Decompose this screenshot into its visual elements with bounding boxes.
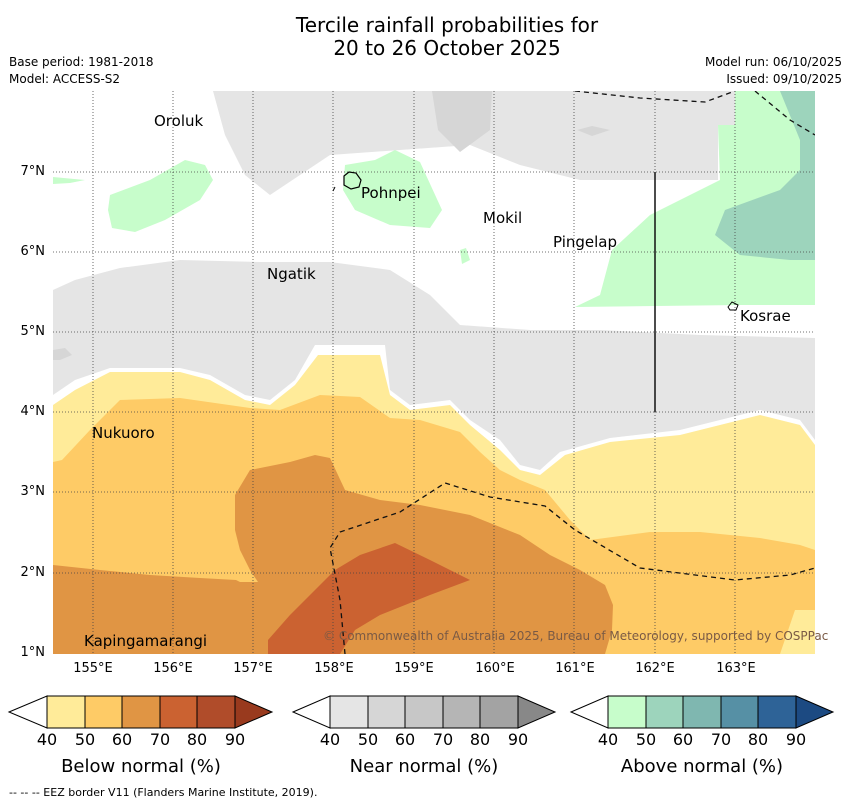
lat-tick-5n: 5°N [20,324,46,339]
model-info: Base period: 1981-2018 Model: ACCESS-S2 [9,54,154,88]
near-tick-40: 40 [319,730,341,749]
above-swatch-5 [757,695,797,729]
place-pingelap: Pingelap [553,233,618,251]
near-swatch-5 [479,695,519,729]
below-normal-60 [53,455,613,654]
colorbar-below [7,695,274,729]
lon-tick-158e: 158°E [314,661,354,676]
near-extend-high [517,695,557,729]
lat-tick-1n: 1°N [20,645,46,660]
below-swatch-5 [196,695,236,729]
below-tick-70: 70 [149,730,171,749]
near-normal-central-notch [53,348,72,360]
near-normal-north-darker [432,91,492,152]
near-swatch-1 [329,695,369,729]
near-tick-70: 70 [432,730,454,749]
near-tick-60: 60 [394,730,416,749]
above-tick-60: 60 [672,730,694,749]
lat-tick-6n: 6°N [20,244,46,259]
colorbar-near [291,695,557,729]
near-normal-north [213,91,735,195]
place-kosrae: Kosrae [740,307,791,325]
lon-tick-156e: 156°E [153,661,193,676]
lon-tick-157e: 157°E [233,661,273,676]
near-tick-90: 90 [507,730,529,749]
below-swatch-1 [46,695,86,729]
probability-map [53,91,815,654]
below-normal-70 [268,543,470,654]
place-pohnpei: Pohnpei [361,184,421,202]
lon-tick-159e: 159°E [394,661,434,676]
above-normal-east-darker [715,91,815,260]
above-swatch-2 [645,695,684,729]
model-run: Model run: 06/10/2025 [704,55,842,69]
run-info: Model run: 06/10/2025 Issued: 09/10/2025 [705,54,842,88]
above-swatch-4 [720,695,759,729]
issued-date: Issued: 09/10/2025 [726,72,842,86]
eez-border [329,91,815,654]
near-swatch-4 [442,695,481,729]
lat-tick-2n: 2°N [20,565,46,580]
kosrae-island [727,301,739,311]
below-tick-40: 40 [36,730,58,749]
above-normal-label: Above normal (%) [620,756,784,777]
above-tick-90: 90 [785,730,807,749]
lon-tick-161e: 161°E [555,661,595,676]
lat-tick-4n: 4°N [20,404,46,419]
copyright-credit: © Commonwealth of Australia 2025, Bureau… [323,629,829,643]
map-title: Tercile rainfall probabilities for 20 to… [0,14,850,60]
eez-footnote: -- -- -- EEZ border V11 (Flanders Marine… [9,786,318,799]
below-extend-high [234,695,274,729]
pohnpei-tick [332,186,336,192]
lon-tick-162e: 162°E [635,661,675,676]
title-line-1: Tercile rainfall probabilities for [295,13,599,37]
below-tick-90: 90 [224,730,246,749]
below-extend-low [7,695,48,729]
lon-tick-163e: 163°E [716,661,756,676]
below-swatch-4 [159,695,198,729]
above-tick-40: 40 [597,730,619,749]
below-tick-80: 80 [186,730,208,749]
above-normal-edge [53,177,85,184]
near-normal-north-darker-2 [577,126,610,136]
pohnpei-island [343,171,362,190]
near-swatch-3 [404,695,444,729]
above-extend-high [795,695,835,729]
lon-tick-160e: 160°E [475,661,515,676]
place-oroluk: Oroluk [154,112,204,130]
lat-tick-3n: 3°N [20,484,46,499]
above-normal-speck [460,248,470,264]
place-ngatik: Ngatik [267,265,316,283]
above-tick-80: 80 [747,730,769,749]
colorbar-above [569,695,835,729]
lat-tick-7n: 7°N [20,164,46,179]
above-swatch-3 [682,695,722,729]
above-tick-50: 50 [635,730,657,749]
below-tick-50: 50 [74,730,96,749]
above-swatch-1 [607,695,647,729]
near-normal-label: Near normal (%) [349,756,499,777]
place-kapingamarangi: Kapingamarangi [84,632,208,650]
near-swatch-2 [367,695,406,729]
below-swatch-3 [121,695,161,729]
base-period: Base period: 1981-2018 [9,55,154,69]
near-normal-central [53,260,815,470]
below-swatch-2 [84,695,123,729]
place-mokil: Mokil [483,209,523,227]
near-tick-50: 50 [357,730,379,749]
lon-tick-155e: 155°E [73,661,113,676]
above-normal-west [108,160,213,232]
title-line-2: 20 to 26 October 2025 [333,36,561,60]
above-normal-pohnpei [343,150,442,228]
model-name: Model: ACCESS-S2 [9,72,121,86]
near-extend-low [291,695,331,729]
above-tick-70: 70 [710,730,732,749]
below-normal-label: Below normal (%) [61,756,221,777]
place-nukuoro: Nukuoro [92,424,155,442]
above-extend-low [569,695,609,729]
near-tick-80: 80 [469,730,491,749]
below-tick-60: 60 [111,730,133,749]
